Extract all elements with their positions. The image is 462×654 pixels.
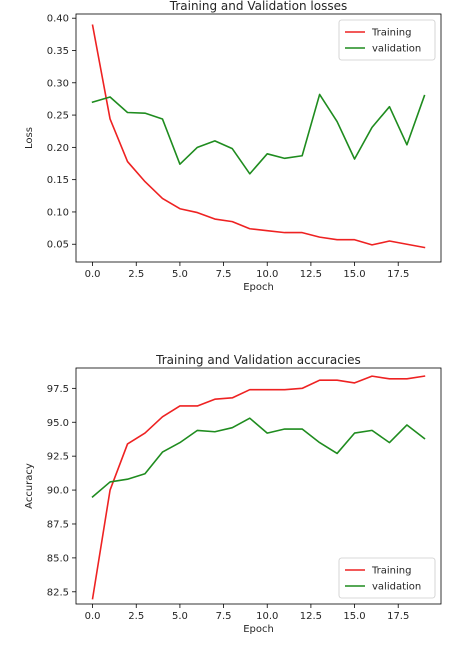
legend-label-training: Training	[371, 28, 411, 39]
y-tick-label: 97.5	[47, 384, 69, 395]
y-tick-label: 0.40	[47, 14, 69, 25]
x-tick-label: 2.5	[128, 611, 144, 622]
y-tick-label: 0.35	[47, 46, 69, 57]
x-tick-label: 10.0	[256, 611, 278, 622]
legend: Training validation	[339, 558, 435, 598]
x-axis-label: Epoch	[243, 624, 274, 635]
chart-title: Training and Validation losses	[169, 0, 347, 13]
y-tick-label: 92.5	[47, 452, 69, 463]
y-tick-label: 0.05	[47, 240, 69, 251]
series-line-validation	[93, 94, 425, 173]
x-tick-label: 17.5	[387, 611, 409, 622]
x-tick-label: 12.5	[300, 269, 322, 280]
y-tick-label: 0.30	[47, 78, 69, 89]
y-tick-label: 90.0	[47, 486, 69, 497]
y-tick-label: 0.10	[47, 207, 69, 218]
legend-label-validation: validation	[372, 582, 421, 593]
y-tick-label: 85.0	[47, 553, 69, 564]
y-tick-label: 0.20	[47, 143, 69, 154]
x-tick-label: 0.0	[85, 611, 101, 622]
x-tick-label: 15.0	[343, 611, 365, 622]
chart-title: Training and Validation accuracies	[155, 353, 361, 367]
y-tick-label: 82.5	[47, 587, 69, 598]
x-tick-label: 5.0	[172, 269, 188, 280]
y-tick-label: 95.0	[47, 418, 69, 429]
x-tick-label: 7.5	[216, 269, 232, 280]
legend-label-training: Training	[371, 566, 411, 577]
x-tick-label: 5.0	[172, 611, 188, 622]
x-tick-label: 15.0	[343, 269, 365, 280]
y-axis-label: Accuracy	[24, 463, 35, 509]
y-axis-label: Loss	[24, 127, 35, 149]
series-line-validation	[93, 418, 425, 497]
legend: Training validation	[339, 20, 435, 60]
x-tick-label: 17.5	[387, 269, 409, 280]
y-tick-label: 87.5	[47, 519, 69, 530]
chart-1: 0.0 2.5 5.0 7.5 10.0 12.5 15.0 17.5 0.05 0.10 0.15…	[24, 0, 441, 293]
x-axis-label: Epoch	[243, 282, 274, 293]
y-tick-label: 0.25	[47, 111, 69, 122]
legend-label-validation: validation	[372, 44, 421, 55]
x-tick-label: 2.5	[128, 269, 144, 280]
x-tick-label: 7.5	[216, 611, 232, 622]
chart-2: 0.0 2.5 5.0 7.5 10.0 12.5 15.0 17.5 82.5 85.0 87.5…	[24, 353, 441, 635]
x-tick-label: 12.5	[300, 611, 322, 622]
x-tick-label: 10.0	[256, 269, 278, 280]
x-tick-label: 0.0	[85, 269, 101, 280]
y-tick-label: 0.15	[47, 175, 69, 186]
